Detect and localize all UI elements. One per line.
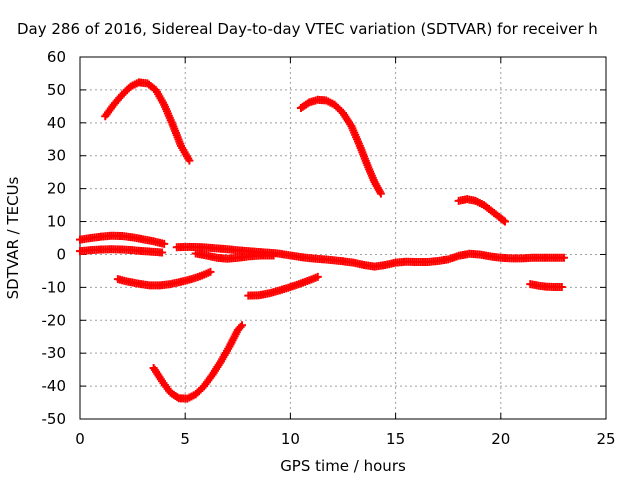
data-point bbox=[313, 272, 322, 281]
data-point bbox=[160, 239, 169, 248]
series-0 bbox=[101, 78, 194, 165]
data-point bbox=[238, 321, 247, 330]
x-tick-label: 15 bbox=[386, 430, 405, 448]
data-point bbox=[185, 156, 194, 165]
series-9 bbox=[526, 280, 566, 292]
grid-lines bbox=[80, 57, 606, 419]
y-tick-label: -30 bbox=[42, 344, 67, 362]
x-tick-label: 10 bbox=[281, 430, 300, 448]
y-tick-label: -40 bbox=[42, 377, 67, 395]
y-tick-label: -50 bbox=[42, 410, 67, 428]
y-tick-label: 50 bbox=[47, 81, 66, 99]
y-tick-label: 40 bbox=[47, 114, 66, 132]
series-1 bbox=[296, 95, 385, 198]
series-8 bbox=[244, 272, 322, 300]
data-point bbox=[559, 253, 568, 262]
data-point bbox=[376, 189, 385, 198]
x-tick-label: 20 bbox=[491, 430, 510, 448]
x-axis-label: GPS time / hours bbox=[280, 457, 406, 475]
y-tick-label: 60 bbox=[47, 48, 66, 66]
data-point bbox=[158, 248, 167, 257]
data-point bbox=[236, 322, 245, 331]
series-4 bbox=[76, 245, 167, 257]
y-tick-label: 10 bbox=[47, 213, 66, 231]
series-2 bbox=[454, 195, 510, 226]
chart-title: Day 286 of 2016, Sidereal Day-to-day VTE… bbox=[17, 20, 598, 38]
y-tick-label: -20 bbox=[42, 311, 67, 329]
y-tick-label: 20 bbox=[47, 180, 66, 198]
y-tick-label: 0 bbox=[56, 245, 66, 263]
x-tick-label: 25 bbox=[596, 430, 615, 448]
data-point bbox=[557, 283, 566, 292]
y-tick-label: -10 bbox=[42, 278, 67, 296]
y-axis-label: SDTVAR / TECUs bbox=[4, 176, 22, 299]
x-tick-label: 0 bbox=[75, 430, 85, 448]
x-tick-label: 5 bbox=[180, 430, 190, 448]
y-tick-label: 30 bbox=[47, 147, 66, 165]
data-point bbox=[269, 251, 278, 260]
series-6 bbox=[191, 249, 278, 263]
data-point bbox=[206, 267, 215, 276]
series-7 bbox=[113, 267, 215, 290]
data-point bbox=[499, 216, 508, 225]
series-5 bbox=[172, 242, 568, 271]
data-points bbox=[76, 78, 568, 403]
data-point bbox=[501, 217, 510, 226]
series-3 bbox=[76, 231, 169, 248]
series-10 bbox=[149, 321, 247, 403]
axis-ticks: 0 5 10 15 20 25 -50 -40 -30 -20 -10 0 10 20 30 40 50 60 bbox=[42, 48, 616, 448]
